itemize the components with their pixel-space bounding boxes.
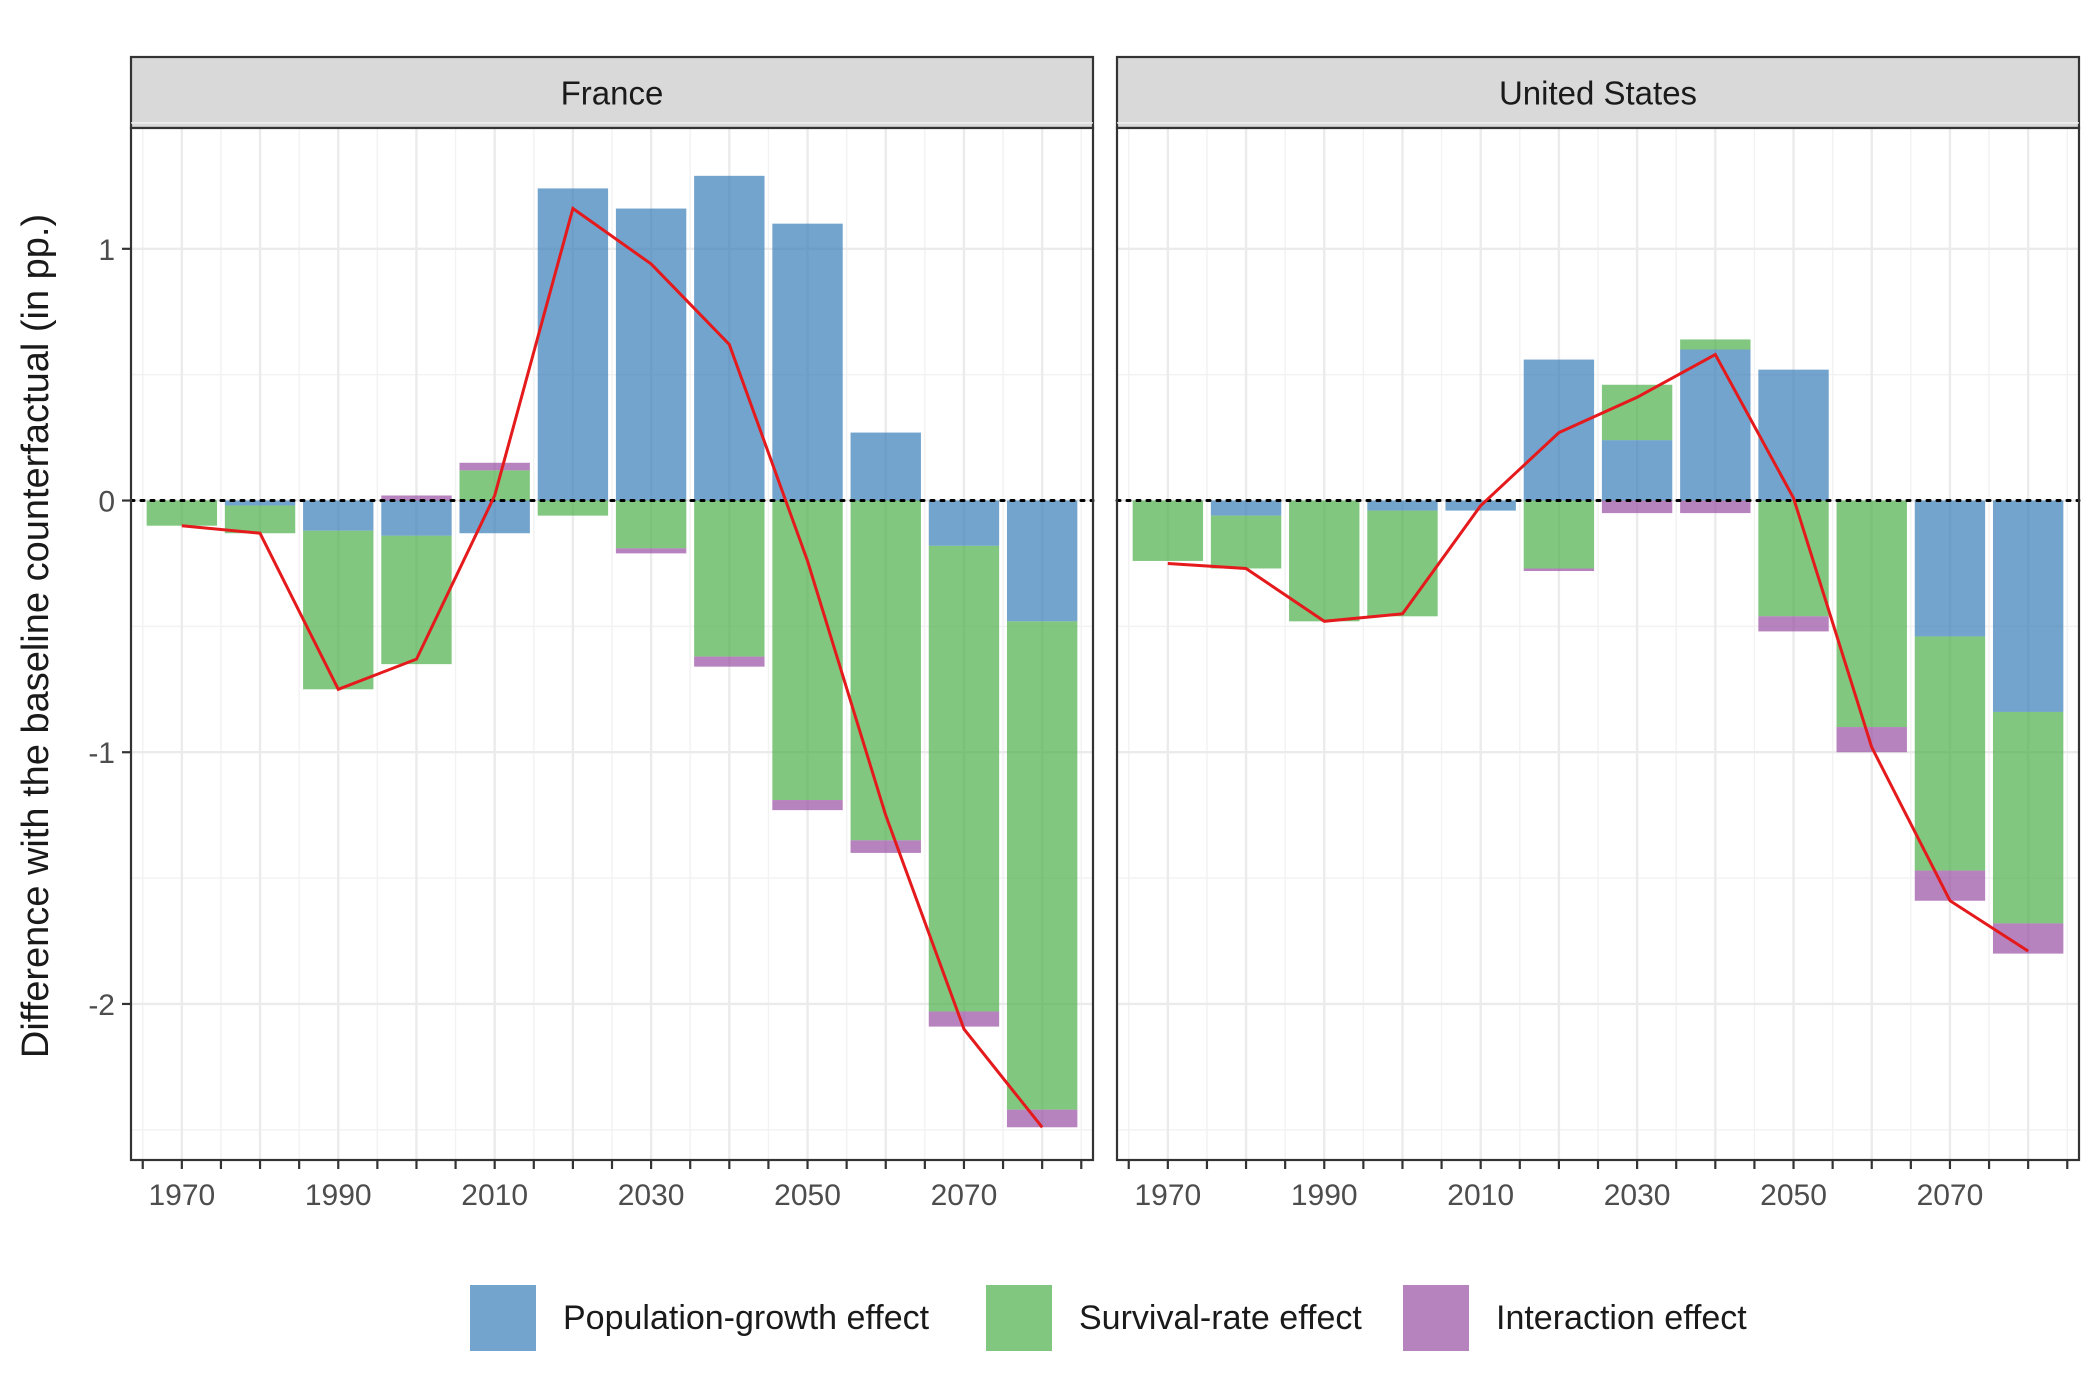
- bar-interaction-effect-2070: [928, 1011, 1000, 1027]
- panel-united-states: United States 1970 1990 2010 2030 2050 2070: [1115, 55, 2081, 1212]
- x-tick-label: 1970: [148, 1179, 215, 1212]
- bar-interaction-effect-2020: [1523, 568, 1595, 572]
- bar-survival-rate-effect-2060: [850, 500, 921, 841]
- x-tick-label: 2010: [461, 1179, 528, 1212]
- x-tick-label: 2050: [774, 1179, 841, 1212]
- bar-interaction-effect-2040: [694, 656, 765, 667]
- y-tick-label: -1: [88, 737, 115, 770]
- x-tick-label: 2050: [1760, 1179, 1827, 1212]
- x-tick-label: 2030: [618, 1179, 685, 1212]
- bar-interaction-effect-2030: [1601, 500, 1673, 514]
- x-tick-label: 1990: [1291, 1179, 1358, 1212]
- legend: Population-growth effect Survival-rate ef…: [470, 1285, 1747, 1351]
- bar-survival-rate-effect-2080: [1992, 711, 2064, 924]
- bar-survival-rate-effect-2020: [1523, 500, 1595, 569]
- facet-strip: [1115, 55, 2081, 130]
- bar-interaction-effect-2070: [1914, 870, 1986, 901]
- bar-interaction-effect-2030: [615, 548, 687, 554]
- bar-survival-rate-effect-2080: [1006, 621, 1078, 1110]
- facet-strip-label-united-states: United States: [1499, 75, 1697, 112]
- legend-label-interaction-effect: Interaction effect: [1496, 1299, 1747, 1337]
- bar-population-growth-effect-2070: [928, 500, 1000, 546]
- bar-population-growth-effect-2070: [1914, 500, 1986, 637]
- bar-population-growth-effect-1980: [1210, 500, 1282, 516]
- bar-interaction-effect-2060: [850, 840, 921, 853]
- bar-interaction-effect-2010: [459, 462, 530, 471]
- bar-survival-rate-effect-1990: [303, 530, 374, 690]
- bar-population-growth-effect-2060: [850, 432, 921, 501]
- facet-strip: [129, 55, 1095, 130]
- bar-survival-rate-effect-2070: [1914, 636, 1986, 871]
- bar-survival-rate-effect-2020: [537, 500, 609, 516]
- bar-survival-rate-effect-2000: [381, 535, 452, 665]
- bar-survival-rate-effect-2040: [1680, 339, 1751, 350]
- bar-survival-rate-effect-2040: [694, 500, 765, 657]
- bar-population-growth-effect-2020: [537, 188, 609, 501]
- bar-interaction-effect-2080: [1006, 1109, 1078, 1128]
- legend-key-population-growth-effect: [470, 1285, 536, 1351]
- legend-key-interaction-effect: [1403, 1285, 1469, 1351]
- bar-population-growth-effect-2010: [459, 500, 530, 534]
- y-tick-label: -2: [88, 989, 115, 1022]
- bar-population-growth-effect-2030: [1601, 440, 1673, 501]
- total-effect-line: [181, 206, 1044, 1129]
- bar-population-growth-effect-2050: [1758, 369, 1829, 501]
- facet-strip-label-france: France: [561, 75, 664, 112]
- x-tick-label: 2030: [1604, 1179, 1671, 1212]
- x-tick-label: 2010: [1447, 1179, 1514, 1212]
- bar-survival-rate-effect-1970: [146, 500, 218, 526]
- y-tick-label: 1: [98, 234, 115, 267]
- bar-interaction-effect-2000: [381, 495, 452, 501]
- bar-population-growth-effect-2080: [1992, 500, 2064, 712]
- bar-survival-rate-effect-1970: [1132, 500, 1204, 561]
- legend-label-survival-rate-effect: Survival-rate effect: [1079, 1299, 1362, 1337]
- total-effect-line: [1167, 352, 2030, 953]
- bar-survival-rate-effect-2000: [1367, 510, 1438, 617]
- bar-survival-rate-effect-1980: [1210, 515, 1282, 569]
- bar-population-growth-effect-2040: [1680, 349, 1751, 501]
- bar-survival-rate-effect-2050: [772, 500, 843, 801]
- bar-population-growth-effect-2040: [694, 175, 765, 501]
- legend-key-survival-rate-effect: [986, 1285, 1052, 1351]
- x-tick-label: 2070: [931, 1179, 998, 1212]
- bar-population-growth-effect-2050: [772, 223, 843, 501]
- y-tick-label: 0: [98, 486, 115, 519]
- bar-survival-rate-effect-2030: [615, 500, 687, 549]
- bar-interaction-effect-2050: [772, 800, 843, 811]
- bar-interaction-effect-2040: [1680, 500, 1751, 514]
- bar-survival-rate-effect-1990: [1289, 500, 1360, 622]
- bar-population-growth-effect-1990: [303, 500, 374, 531]
- bar-population-growth-effect-2000: [381, 500, 452, 536]
- x-tick-label: 2070: [1917, 1179, 1984, 1212]
- bar-interaction-effect-2080: [1992, 923, 2064, 954]
- bar-survival-rate-effect-2060: [1836, 500, 1907, 728]
- bar-survival-rate-effect-2030: [1601, 384, 1673, 441]
- bar-population-growth-effect-2000: [1367, 500, 1438, 511]
- x-tick-label: 1970: [1134, 1179, 1201, 1212]
- bar-survival-rate-effect-2050: [1758, 500, 1829, 617]
- bar-interaction-effect-2050: [1758, 616, 1829, 632]
- bar-population-growth-effect-2080: [1006, 500, 1078, 622]
- bar-population-growth-effect-2020: [1523, 359, 1595, 501]
- y-axis-title: Difference with the baseline counterfact…: [15, 214, 57, 1058]
- bar-population-growth-effect-1980: [224, 500, 296, 506]
- panel-france: France 1970 1990 2010 2030 2050 2070 1 0 -1 -2: [88, 55, 1095, 1212]
- x-tick-label: 1990: [305, 1179, 372, 1212]
- legend-label-population-growth-effect: Population-growth effect: [563, 1299, 930, 1337]
- bar-survival-rate-effect-1980: [224, 505, 296, 534]
- bar-survival-rate-effect-2070: [928, 545, 1000, 1012]
- bar-population-growth-effect-2030: [615, 208, 687, 501]
